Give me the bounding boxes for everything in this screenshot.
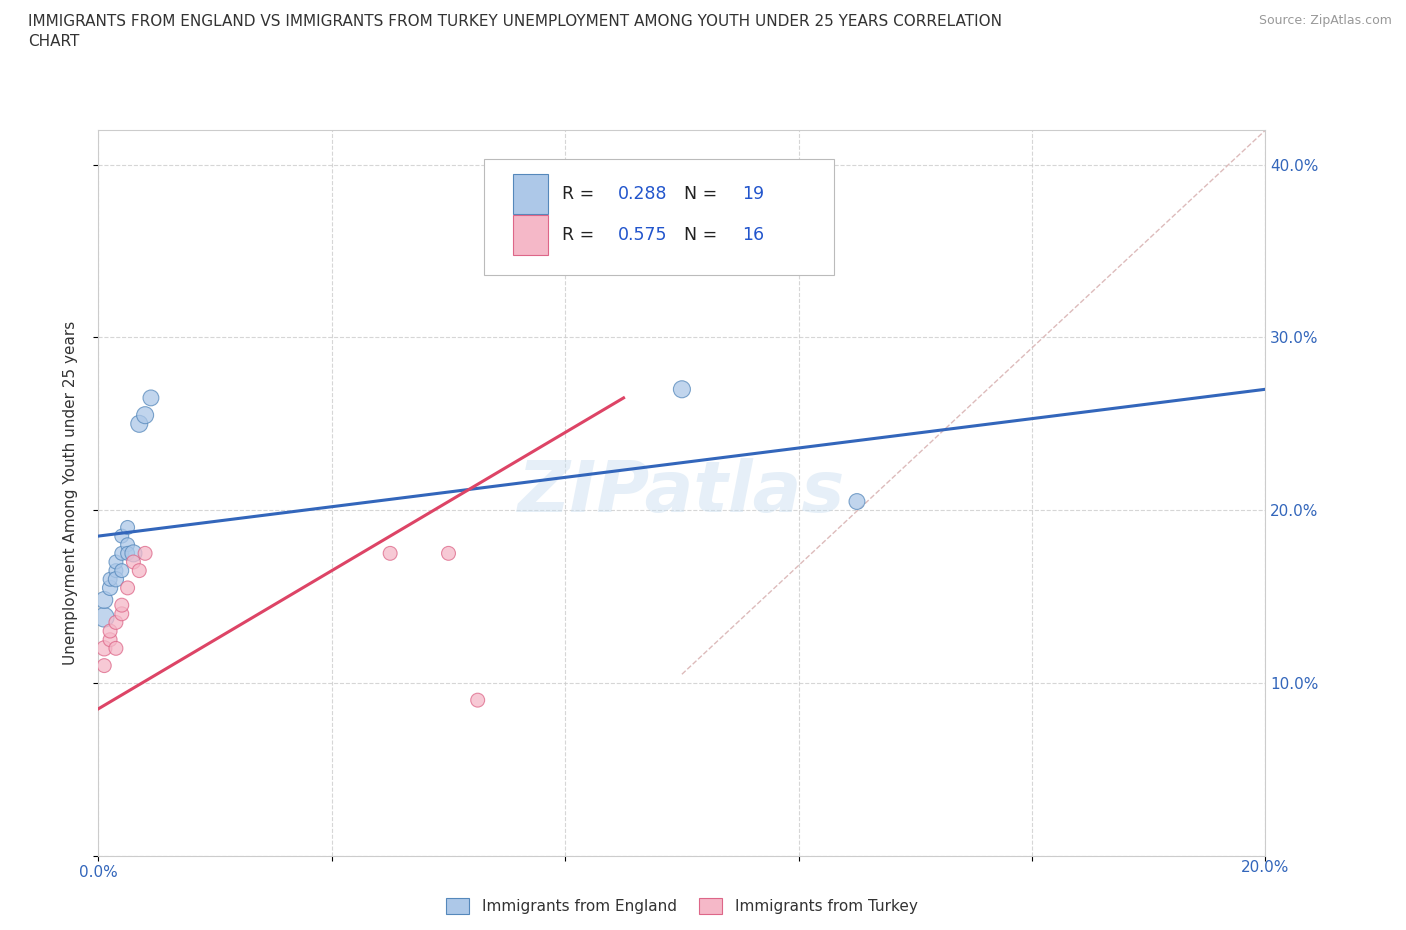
Text: N =: N = xyxy=(685,185,723,203)
Text: 16: 16 xyxy=(742,226,765,245)
Point xyxy=(104,615,127,630)
Point xyxy=(98,572,121,587)
Y-axis label: Unemployment Among Youth under 25 years: Unemployment Among Youth under 25 years xyxy=(63,321,77,665)
Text: IMMIGRANTS FROM ENGLAND VS IMMIGRANTS FROM TURKEY UNEMPLOYMENT AMONG YOUTH UNDER: IMMIGRANTS FROM ENGLAND VS IMMIGRANTS FR… xyxy=(28,14,1002,29)
Point xyxy=(117,538,139,552)
Point xyxy=(117,546,139,561)
Text: 19: 19 xyxy=(742,185,765,203)
Point xyxy=(122,546,145,561)
Text: N =: N = xyxy=(685,226,723,245)
Point xyxy=(98,580,121,595)
Point xyxy=(117,520,139,535)
Point xyxy=(93,610,115,625)
Text: 0.575: 0.575 xyxy=(617,226,668,245)
Point xyxy=(98,632,121,647)
Point xyxy=(134,546,156,561)
Point xyxy=(467,693,489,708)
Point xyxy=(845,494,868,509)
Point xyxy=(117,580,139,595)
FancyBboxPatch shape xyxy=(484,159,834,275)
Point xyxy=(139,391,162,405)
Point xyxy=(134,407,156,422)
Point xyxy=(111,598,134,613)
Text: R =: R = xyxy=(562,185,599,203)
Text: 0.288: 0.288 xyxy=(617,185,668,203)
Point xyxy=(93,592,115,607)
Point xyxy=(128,564,150,578)
Text: Source: ZipAtlas.com: Source: ZipAtlas.com xyxy=(1258,14,1392,27)
Point xyxy=(437,546,460,561)
Point xyxy=(111,528,134,543)
Point xyxy=(122,554,145,569)
Point xyxy=(111,606,134,621)
Text: R =: R = xyxy=(562,226,599,245)
Point xyxy=(671,382,693,397)
Point xyxy=(93,658,115,673)
Point xyxy=(93,641,115,656)
Point xyxy=(98,624,121,639)
FancyBboxPatch shape xyxy=(513,216,548,256)
Point xyxy=(104,641,127,656)
Point xyxy=(524,226,547,241)
Point xyxy=(111,564,134,578)
Point xyxy=(111,546,134,561)
Point xyxy=(128,417,150,432)
Point xyxy=(378,546,402,561)
Point xyxy=(104,564,127,578)
Text: CHART: CHART xyxy=(28,34,80,49)
Point xyxy=(104,572,127,587)
Point xyxy=(104,554,127,569)
Text: ZIPatlas: ZIPatlas xyxy=(519,458,845,527)
FancyBboxPatch shape xyxy=(513,174,548,214)
Legend: Immigrants from England, Immigrants from Turkey: Immigrants from England, Immigrants from… xyxy=(440,892,924,921)
